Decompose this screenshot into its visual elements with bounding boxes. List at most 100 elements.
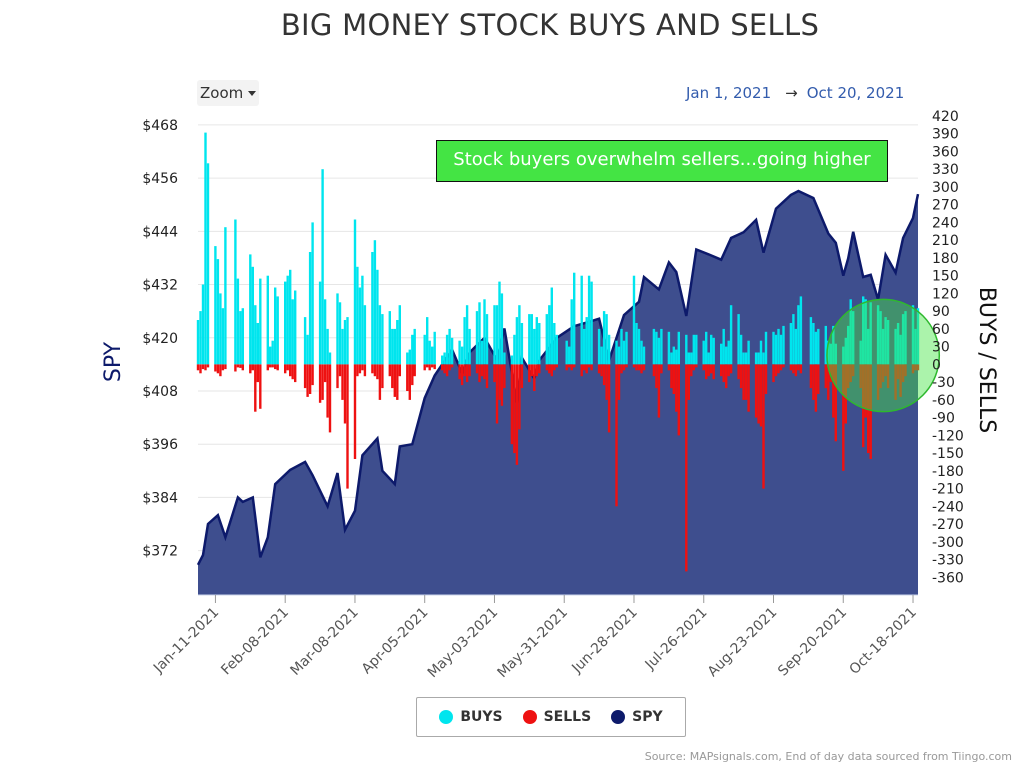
sell-bar <box>812 364 815 400</box>
sell-bar <box>518 364 521 430</box>
buy-bar <box>503 352 506 365</box>
y-right-tick-label: 90 <box>932 304 950 320</box>
buy-bar <box>286 275 289 365</box>
buy-bar <box>832 325 835 365</box>
buy-bar <box>274 287 277 365</box>
sell-bar <box>587 364 591 368</box>
sell-bar <box>687 364 690 400</box>
sell-bar <box>797 364 800 371</box>
sell-bar <box>809 364 813 389</box>
sell-bar <box>632 364 636 368</box>
buy-bar <box>620 328 623 365</box>
buy-bar <box>729 305 733 365</box>
buy-bar <box>396 320 399 365</box>
sell-bar <box>774 364 778 377</box>
buy-bar <box>196 320 200 365</box>
y-right-tick-label: 420 <box>932 109 959 125</box>
x-tick-label: Apr-05-2021 <box>359 605 432 678</box>
buy-bar <box>869 302 872 365</box>
buy-bar <box>894 328 897 365</box>
sell-bar <box>829 364 832 383</box>
buy-bar <box>358 287 362 365</box>
sell-bar <box>583 364 586 371</box>
buy-bar <box>206 163 210 365</box>
buy-bar <box>445 334 449 365</box>
legend-item-spy[interactable]: SPY <box>611 709 663 725</box>
buy-bar <box>251 266 254 365</box>
sell-bar <box>782 364 785 368</box>
sell-bar <box>867 364 870 454</box>
buy-bar <box>605 314 608 365</box>
buy-bar <box>607 334 611 365</box>
sell-bar <box>460 364 464 386</box>
sell-bar <box>241 364 244 371</box>
y-axis-left-ticks: $372 $384 $396 $408 $420 $432 $444 $456 $468 <box>142 118 178 560</box>
sell-bar <box>239 364 242 368</box>
sell-bar <box>712 364 715 380</box>
buy-bar <box>239 311 242 365</box>
sell-bar <box>289 364 292 377</box>
buy-bar <box>881 328 885 365</box>
y-right-tick-label: -360 <box>932 570 964 586</box>
x-tick-label: May-31-2021 <box>495 605 572 682</box>
sell-bar <box>358 364 362 374</box>
buy-bar <box>617 346 621 365</box>
y-right-tick-label: -30 <box>932 375 955 391</box>
buy-bar <box>667 331 671 365</box>
y-right-tick-label: 240 <box>932 215 959 231</box>
sell-bar <box>535 364 538 377</box>
buy-bar <box>637 328 641 365</box>
buy-bar <box>911 305 915 365</box>
sell-bar <box>894 364 897 400</box>
buy-bar <box>615 340 618 365</box>
buy-bar <box>655 331 658 365</box>
sell-bar <box>428 364 431 371</box>
buy-bar <box>338 302 342 365</box>
sell-bar <box>545 364 548 371</box>
sell-bar <box>361 364 364 371</box>
buy-bar <box>587 275 591 365</box>
buy-bar <box>876 305 880 365</box>
sell-bar <box>675 364 678 412</box>
buy-bar <box>886 320 890 365</box>
sell-bar <box>852 364 855 377</box>
sell-bar <box>450 364 454 368</box>
zoom-dropdown[interactable]: Zoom <box>197 80 259 106</box>
sell-bar <box>259 364 262 409</box>
legend-item-sells[interactable]: SELLS <box>522 709 591 725</box>
buy-bar <box>842 346 845 365</box>
buy-bar <box>538 323 541 365</box>
y-left-tick-label: $372 <box>142 544 178 560</box>
buy-bar <box>754 352 758 365</box>
y-right-tick-label: 120 <box>932 286 959 302</box>
sell-bar <box>849 364 852 383</box>
sell-bar <box>842 364 845 471</box>
legend: BUYS SELLS SPY <box>416 697 686 737</box>
sell-bar <box>338 364 342 377</box>
buy-bar <box>431 346 434 365</box>
sell-bar <box>321 364 324 400</box>
buy-bar <box>483 299 486 365</box>
buy-bar <box>468 328 471 365</box>
range-end[interactable]: Oct 20, 2021 <box>806 84 905 102</box>
y-right-tick-label: -330 <box>932 553 964 569</box>
buy-bar <box>565 340 568 365</box>
y-right-tick-label: -180 <box>932 464 964 480</box>
sell-bar <box>916 364 920 371</box>
buy-bar <box>625 331 628 365</box>
legend-item-buys[interactable]: BUYS <box>439 709 503 725</box>
buy-bar <box>306 334 309 365</box>
buy-bar <box>772 331 775 365</box>
range-start[interactable]: Jan 1, 2021 <box>686 84 772 102</box>
x-tick-label: Jun-28-2021 <box>568 605 640 677</box>
y-left-tick-label: $468 <box>142 118 178 134</box>
buy-bar <box>535 317 538 365</box>
buy-bar <box>328 352 332 365</box>
x-tick-label: Jul-26-2021 <box>642 605 711 674</box>
sell-bar <box>398 364 401 377</box>
buy-bar <box>764 331 768 365</box>
buy-bar <box>321 169 324 365</box>
buy-bar <box>199 311 202 365</box>
buy-bar <box>411 334 414 365</box>
buy-bar <box>570 299 573 365</box>
